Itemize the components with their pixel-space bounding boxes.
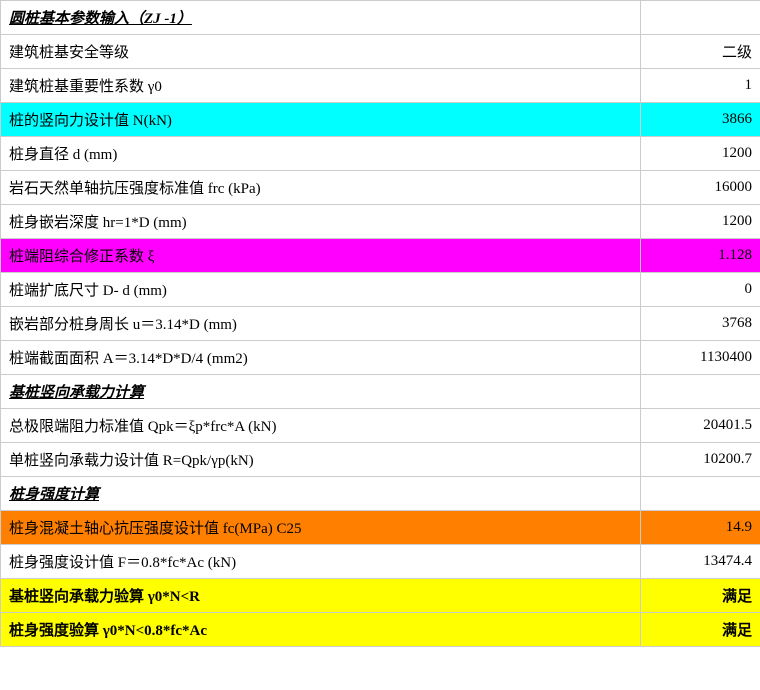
param-label: 桩身强度验算 γ0*N<0.8*fc*Ac [1,613,641,647]
param-value [641,477,760,511]
table-row: 岩石天然单轴抗压强度标准值 frc (kPa)16000 [1,171,760,205]
param-label: 基桩竖向承载力验算 γ0*N<R [1,579,641,613]
table-row: 桩身混凝土轴心抗压强度设计值 fc(MPa) C2514.9 [1,511,760,545]
param-value: 0 [641,273,760,307]
param-value: 1200 [641,137,760,171]
param-label: 单桩竖向承载力设计值 R=Qpk/γp(kN) [1,443,641,477]
param-label: 桩身嵌岩深度 hr=1*D (mm) [1,205,641,239]
table-row: 嵌岩部分桩身周长 u＝3.14*D (mm)3768 [1,307,760,341]
param-label: 桩的竖向力设计值 N(kN) [1,103,641,137]
section-header-label: 桩身强度计算 [1,477,641,511]
param-value [641,1,760,35]
parameter-table: 圆桩基本参数输入（ZJ -1）建筑桩基安全等级二级建筑桩基重要性系数 γ01桩的… [0,0,760,647]
param-value: 满足 [641,613,760,647]
table-row: 桩端阻综合修正系数 ξ1.128 [1,239,760,273]
param-value: 14.9 [641,511,760,545]
param-label: 嵌岩部分桩身周长 u＝3.14*D (mm) [1,307,641,341]
table-row: 单桩竖向承载力设计值 R=Qpk/γp(kN)10200.7 [1,443,760,477]
param-value: 1 [641,69,760,103]
param-value: 10200.7 [641,443,760,477]
table-row: 圆桩基本参数输入（ZJ -1） [1,1,760,35]
param-label: 桩身直径 d (mm) [1,137,641,171]
table-row: 桩身直径 d (mm)1200 [1,137,760,171]
param-value [641,375,760,409]
table-row: 基桩竖向承载力验算 γ0*N<R满足 [1,579,760,613]
param-value: 1130400 [641,341,760,375]
param-label: 桩身混凝土轴心抗压强度设计值 fc(MPa) C25 [1,511,641,545]
param-label: 总极限端阻力标准值 Qpk＝ξp*frc*A (kN) [1,409,641,443]
section-header-label: 基桩竖向承载力计算 [1,375,641,409]
table-row: 桩的竖向力设计值 N(kN)3866 [1,103,760,137]
table-row: 桩身强度设计值 F＝0.8*fc*Ac (kN)13474.4 [1,545,760,579]
param-label: 岩石天然单轴抗压强度标准值 frc (kPa) [1,171,641,205]
param-value: 13474.4 [641,545,760,579]
param-value: 16000 [641,171,760,205]
table-row: 桩身强度验算 γ0*N<0.8*fc*Ac满足 [1,613,760,647]
param-value: 3768 [641,307,760,341]
table-row: 桩身强度计算 [1,477,760,511]
param-label: 建筑桩基重要性系数 γ0 [1,69,641,103]
param-value: 满足 [641,579,760,613]
param-label: 桩端阻综合修正系数 ξ [1,239,641,273]
table-row: 基桩竖向承载力计算 [1,375,760,409]
table-row: 建筑桩基重要性系数 γ01 [1,69,760,103]
param-value: 1200 [641,205,760,239]
param-label: 建筑桩基安全等级 [1,35,641,69]
table-row: 桩身嵌岩深度 hr=1*D (mm)1200 [1,205,760,239]
param-value: 二级 [641,35,760,69]
param-label: 桩身强度设计值 F＝0.8*fc*Ac (kN) [1,545,641,579]
table-row: 总极限端阻力标准值 Qpk＝ξp*frc*A (kN)20401.5 [1,409,760,443]
table-row: 桩端截面面积 A＝3.14*D*D/4 (mm2)1130400 [1,341,760,375]
section-header-label: 圆桩基本参数输入（ZJ -1） [1,1,641,35]
param-label: 桩端扩底尺寸 D- d (mm) [1,273,641,307]
param-value: 20401.5 [641,409,760,443]
param-label: 桩端截面面积 A＝3.14*D*D/4 (mm2) [1,341,641,375]
param-value: 3866 [641,103,760,137]
param-value: 1.128 [641,239,760,273]
table-row: 建筑桩基安全等级二级 [1,35,760,69]
table-row: 桩端扩底尺寸 D- d (mm)0 [1,273,760,307]
